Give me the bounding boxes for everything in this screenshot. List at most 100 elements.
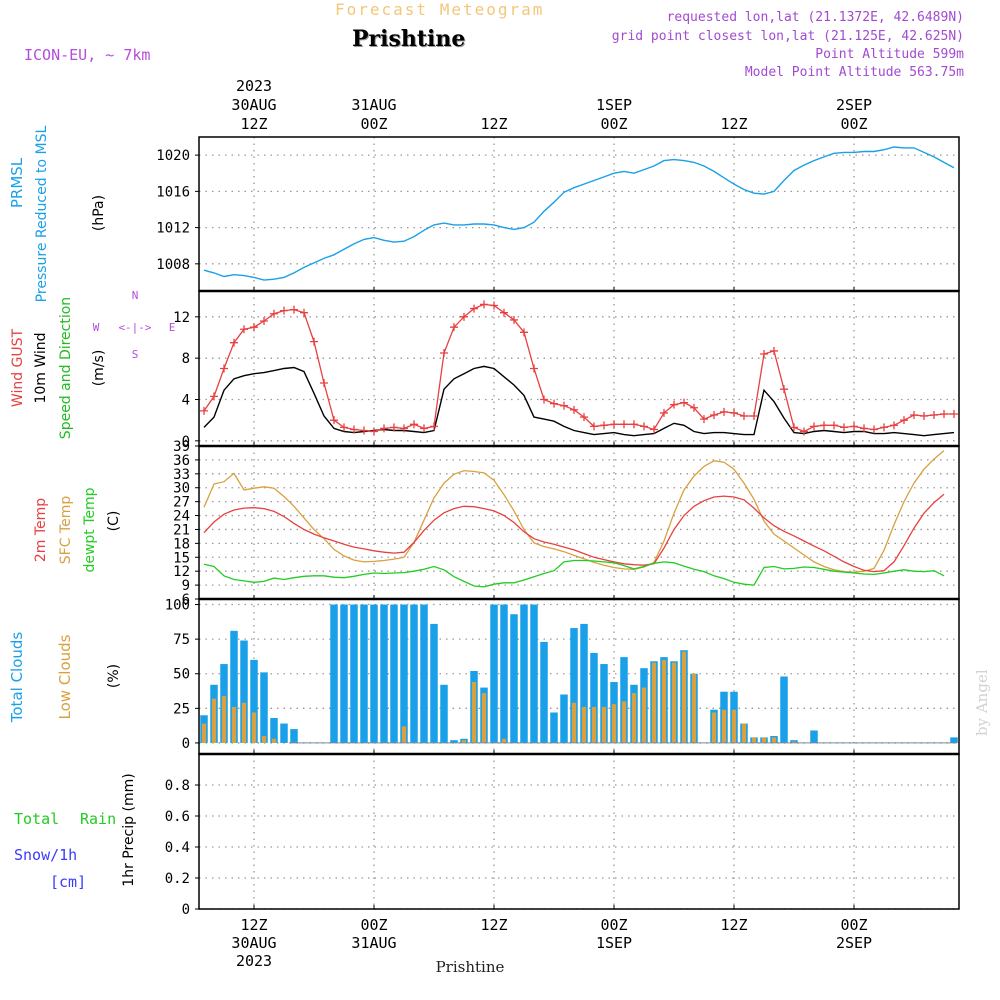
gust-marker: [490, 301, 498, 310]
gust-marker: [250, 323, 258, 332]
gust-marker: [520, 328, 528, 337]
top-hour-label: 00Z: [840, 115, 867, 133]
total-cloud-bar: [260, 672, 268, 743]
y-tick-label: 1012: [156, 221, 190, 237]
y-tick-label: 100: [165, 598, 190, 614]
gust-marker: [790, 423, 798, 432]
total-cloud-bar: [520, 604, 528, 743]
gust-marker: [310, 337, 318, 346]
gust-marker: [540, 395, 548, 404]
gust-marker: [300, 308, 308, 317]
low-cloud-bar: [261, 736, 267, 743]
y-tick-label: 0.8: [165, 778, 190, 794]
gust-marker: [870, 425, 878, 434]
gust-marker: [590, 422, 598, 431]
panel-frames: [198, 136, 960, 910]
gust-marker: [770, 346, 778, 355]
total-cloud-bar: [430, 623, 438, 743]
closest-grid-point: grid point closest lon,lat (21.125E, 42.…: [611, 29, 964, 44]
total-cloud-bar: [350, 604, 358, 743]
low-cloud-bar: [461, 740, 467, 743]
gust-marker: [750, 412, 758, 421]
total-cloud-bar: [620, 657, 628, 743]
compass-w: W: [93, 321, 100, 334]
gust-marker: [800, 427, 808, 436]
total-cloud-bar: [230, 630, 238, 743]
gust-marker: [810, 422, 818, 431]
low-cloud-bar: [241, 702, 247, 743]
bottom-hour-label: 12Z: [240, 916, 267, 934]
total-cloud-bar: [950, 737, 958, 743]
total-cloud-bar: [600, 664, 608, 743]
gust-marker: [730, 408, 738, 417]
gust-marker: [430, 422, 438, 431]
low-cloud-bar: [601, 706, 607, 743]
total-cloud-bar: [810, 730, 818, 743]
clouds-unit-label: (%): [106, 664, 122, 688]
panel-frame: [198, 753, 960, 910]
gust-marker: [920, 412, 928, 421]
y-tick-label: 8: [182, 351, 190, 367]
gust-marker: [240, 325, 248, 334]
low-cloud-bar: [401, 726, 407, 743]
bottom-hour-label: 00Z: [840, 916, 867, 934]
time-axes: 1008101210161020048126912151821242730333…: [156, 77, 872, 976]
gust-marker: [710, 411, 718, 419]
pressure-unit-label: (hPa): [91, 195, 107, 231]
total-cloud-bar: [280, 723, 288, 743]
total-cloud-bar: [380, 604, 388, 743]
total-cloud-bar: [540, 641, 548, 743]
total-cloud-bar: [570, 628, 578, 743]
gust-marker: [840, 423, 848, 432]
gust-marker: [720, 407, 728, 416]
gust-marker: [880, 423, 888, 432]
gust-marker: [670, 400, 678, 409]
gust-marker: [350, 425, 358, 434]
total-cloud-bar: [240, 640, 248, 743]
grid-lines: [199, 137, 959, 910]
top-hour-label: 12Z: [480, 115, 507, 133]
low-cloud-bar: [731, 709, 737, 743]
total-cloud-bar: [560, 694, 568, 743]
bottom-date-label: 1SEP: [596, 934, 632, 952]
y-tick-label: 6: [182, 592, 190, 608]
gust-marker: [860, 424, 868, 433]
dewpt-line: [203, 559, 945, 588]
y-tick-label: 0.4: [165, 840, 190, 856]
gust-marker: [900, 416, 908, 425]
bottom-hour-label: 12Z: [480, 916, 507, 934]
gust-marker: [610, 420, 618, 429]
gust-marker: [500, 308, 508, 317]
y-tick-label: 0: [182, 434, 190, 450]
low-cloud-bar: [651, 662, 657, 743]
gust-marker: [640, 422, 648, 431]
gust-marker: [340, 423, 348, 432]
gust-line: [203, 303, 954, 433]
station-title: Prishtine: [352, 26, 466, 52]
gust-marker: [220, 364, 228, 373]
total-cloud-bar: [550, 712, 558, 743]
low-cloud-bar: [201, 723, 207, 743]
gust-marker: [740, 412, 748, 421]
low-cloud-bar: [721, 709, 727, 743]
gust-marker: [850, 422, 858, 431]
total-clouds-label: Total Clouds: [8, 632, 26, 724]
total-cloud-bar: [500, 604, 508, 743]
top-date-label: 1SEP: [596, 96, 632, 114]
gust-marker: [680, 398, 688, 407]
top-hour-label: 12Z: [240, 115, 267, 133]
gust-marker: [290, 305, 298, 314]
sfc-temp-line: [203, 450, 945, 573]
gust-marker: [230, 338, 238, 347]
total-cloud-bar: [410, 604, 418, 743]
gust-marker: [580, 413, 588, 422]
total-cloud-bar: [390, 604, 398, 743]
gust-marker: [620, 420, 628, 429]
low-cloud-bar: [591, 706, 597, 743]
gust-marker: [380, 424, 388, 433]
gust-marker: [820, 421, 828, 430]
pressure-desc-label: Pressure Reduced to MSL: [34, 125, 50, 302]
low-cloud-bar: [501, 738, 507, 743]
low-cloud-bar: [681, 651, 687, 743]
y-tick-label: 0: [182, 902, 190, 918]
